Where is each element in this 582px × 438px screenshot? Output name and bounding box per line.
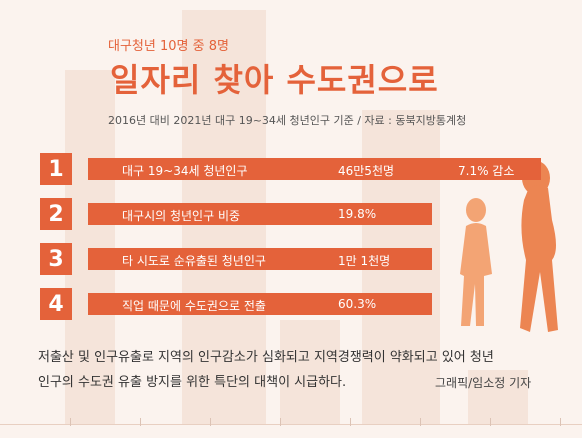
row-value: 19.8% xyxy=(338,207,377,221)
stat-row: 1 대구 19~34세 청년인구 46만5천명 7.1% 감소 xyxy=(40,153,541,185)
subtitle-source: 2016년 대비 2021년 대구 19~34세 청년인구 기준 / 자료 : … xyxy=(108,114,467,127)
axis-tick xyxy=(70,418,71,426)
baseline xyxy=(0,424,582,425)
axis-tick xyxy=(490,418,491,426)
row-number: 2 xyxy=(40,198,72,230)
row-label: 직업 때문에 수도권으로 전출 xyxy=(122,299,266,313)
row-extra: 7.1% 감소 xyxy=(458,164,515,178)
row-bar xyxy=(88,203,432,225)
stat-row: 2 대구시의 청년인구 비중 19.8% xyxy=(40,198,432,230)
row-bar xyxy=(88,248,432,270)
kicker-text: 대구청년 10명 중 8명 xyxy=(108,39,229,54)
stat-row: 4 직업 때문에 수도권으로 전출 60.3% xyxy=(40,288,432,320)
background-bar xyxy=(468,370,528,424)
adult-figure-icon xyxy=(520,161,558,332)
axis-tick xyxy=(280,418,281,426)
row-bar xyxy=(88,293,432,315)
summary-line: 인구의 수도권 유출 방지를 위한 특단의 대책이 시급하다. xyxy=(38,375,347,390)
axis-tick xyxy=(560,418,561,426)
row-number: 3 xyxy=(40,243,72,275)
row-label: 대구 19~34세 청년인구 xyxy=(122,164,248,178)
row-bar xyxy=(88,158,541,180)
row-label: 대구시의 청년인구 비중 xyxy=(122,209,241,223)
summary-line: 저출산 및 인구유출로 지역의 인구감소가 심화되고 지역경쟁력이 약화되고 있… xyxy=(38,350,494,365)
row-number: 4 xyxy=(40,288,72,320)
row-value: 46만5천명 xyxy=(338,164,395,178)
row-value: 60.3% xyxy=(338,297,377,311)
row-number: 1 xyxy=(40,153,72,185)
background-bar xyxy=(65,70,115,424)
row-label: 타 시도로 순유출된 청년인구 xyxy=(122,254,266,268)
stat-row: 3 타 시도로 순유출된 청년인구 1만 1천명 xyxy=(40,243,432,275)
axis-tick xyxy=(210,418,211,426)
page-title: 일자리 찾아 수도권으로 xyxy=(110,61,439,99)
axis-tick xyxy=(420,418,421,426)
background-bar xyxy=(280,320,340,424)
graphic-credit: 그래픽/임소정 기자 xyxy=(435,376,532,390)
summary-note: 저출산 및 인구유출로 지역의 인구감소가 심화되고 지역경쟁력이 약화되고 있… xyxy=(38,345,558,395)
axis-tick xyxy=(350,418,351,426)
axis-tick xyxy=(140,418,141,426)
child-figure-icon xyxy=(460,198,492,326)
row-value: 1만 1천명 xyxy=(338,254,391,268)
